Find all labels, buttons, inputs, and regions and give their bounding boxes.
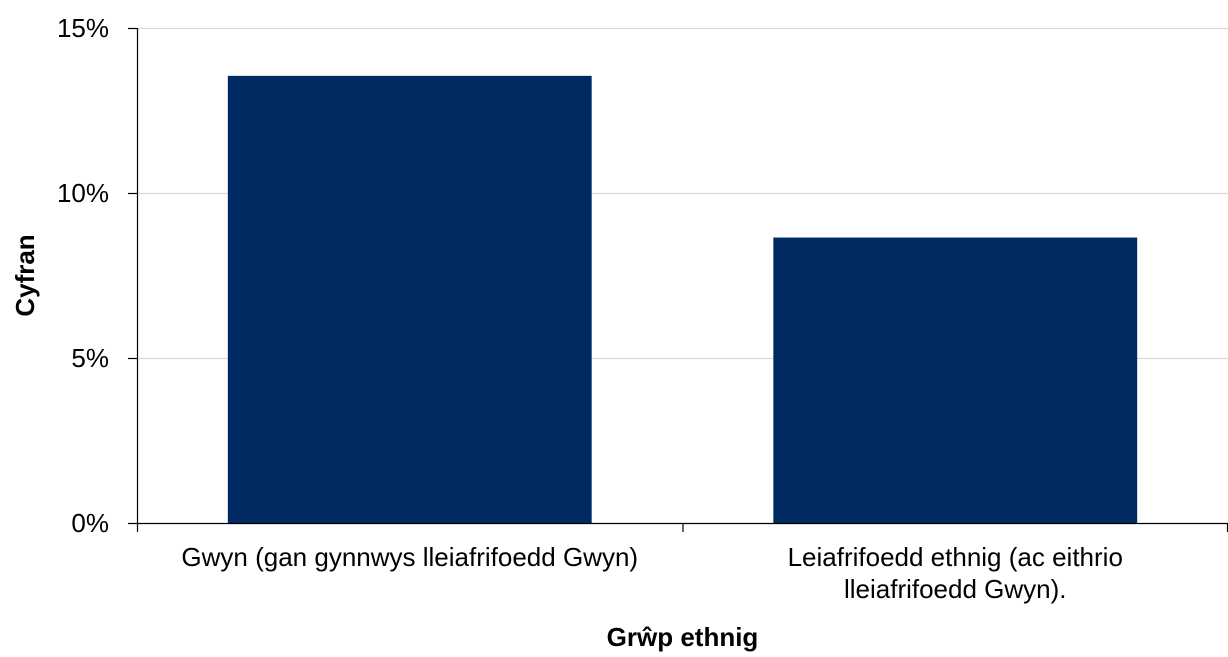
y-axis-title: Cyfran (10, 234, 40, 316)
y-tick-labels: 0% 5% 10% 15% (57, 13, 109, 538)
x-axis-title: Grŵp ethnig (607, 622, 759, 652)
x-category-label: Gwyn (gan gynnwys lleiafrifoedd Gwyn) (181, 542, 638, 572)
bar (773, 237, 1138, 524)
bar (227, 75, 592, 523)
y-tick-label: 5% (71, 343, 109, 373)
y-tick-label: 15% (57, 13, 109, 43)
x-category-labels: Gwyn (gan gynnwys lleiafrifoedd Gwyn) Lei… (181, 542, 1122, 604)
y-tick-label: 0% (71, 508, 109, 538)
x-category-label-line: Gwyn (gan gynnwys lleiafrifoedd Gwyn) (181, 542, 638, 572)
x-category-label-line: Leiafrifoedd ethnig (ac eithrio (788, 542, 1123, 572)
x-category-label: Leiafrifoedd ethnig (ac eithrio lleiafrif… (788, 542, 1123, 604)
bars (227, 75, 1138, 524)
y-tick-label: 10% (57, 178, 109, 208)
x-category-label-line: lleiafrifoedd Gwyn). (844, 574, 1067, 604)
